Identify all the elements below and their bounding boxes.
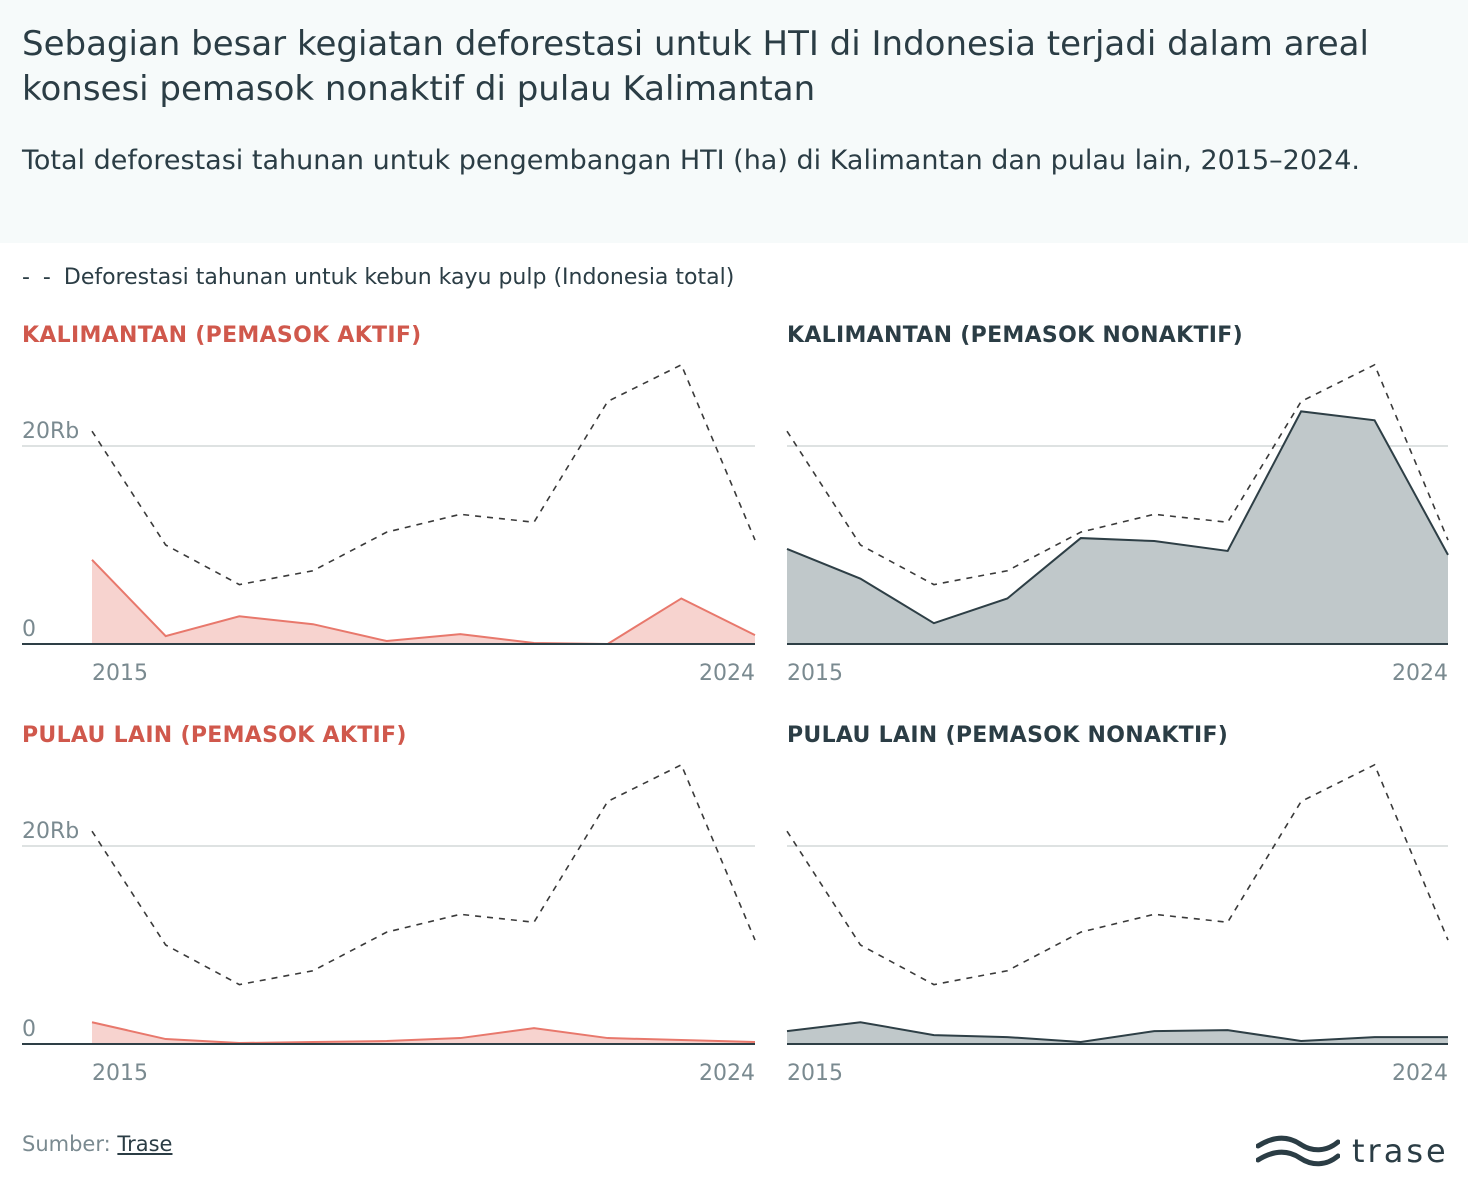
legend: - - Deforestasi tahunan untuk kebun kayu… <box>22 265 734 290</box>
panel-title-kalimantan-nonaktif: KALIMANTAN (PEMASOK NONAKTIF) <box>787 323 1243 348</box>
x-tick-label: 2015 <box>787 661 843 686</box>
x-tick-label: 2024 <box>699 1061 755 1086</box>
panel-title-pulau-lain-aktif: PULAU LAIN (PEMASOK AKTIF) <box>22 723 407 748</box>
y-tick-label: 0 <box>22 617 36 642</box>
series-line <box>786 410 1449 625</box>
y-tick-label: 20Rb <box>22 419 79 444</box>
series-line <box>786 1021 1448 1044</box>
legend-label: Deforestasi tahunan untuk kebun kayu pul… <box>63 265 735 290</box>
logo-text: trase <box>1352 1132 1449 1170</box>
x-tick-label: 2015 <box>92 1061 148 1086</box>
x-tick-label: 2024 <box>1392 661 1448 686</box>
series-area <box>787 1022 1448 1044</box>
x-tick-label: 2015 <box>92 661 148 686</box>
series-area <box>787 411 1448 644</box>
x-tick-label: 2015 <box>787 1061 843 1086</box>
source-label: Sumber: <box>22 1132 111 1156</box>
chart-subtitle: Total deforestasi tahunan untuk pengemba… <box>22 145 1360 176</box>
series-area <box>92 1022 755 1044</box>
panel-title-kalimantan-aktif: KALIMANTAN (PEMASOK AKTIF) <box>22 323 422 348</box>
x-tick-label: 2024 <box>1392 1061 1448 1086</box>
trase-logo: trase <box>1256 1132 1449 1170</box>
y-tick-label: 0 <box>22 1017 36 1042</box>
chart-title: Sebagian besar kegiatan deforestasi untu… <box>22 24 1369 109</box>
dashed-line-legend-icon: - - <box>22 265 54 290</box>
series-line <box>91 1021 756 1045</box>
series-line <box>91 559 756 646</box>
indonesia-total-dashed-line <box>91 363 756 586</box>
x-tick-label: 2024 <box>699 661 755 686</box>
y-tick-label: 20Rb <box>22 819 79 844</box>
indonesia-total-dashed-line <box>786 363 1449 586</box>
source-link[interactable]: Trase <box>117 1132 173 1156</box>
header-panel <box>0 0 1468 243</box>
trase-wave-icon <box>1256 1135 1340 1167</box>
indonesia-total-dashed-line <box>786 763 1449 986</box>
indonesia-total-dashed-line <box>91 763 756 986</box>
series-area <box>92 559 755 644</box>
source-note: Sumber: Trase <box>22 1132 172 1156</box>
panel-title-pulau-lain-nonaktif: PULAU LAIN (PEMASOK NONAKTIF) <box>787 723 1229 748</box>
